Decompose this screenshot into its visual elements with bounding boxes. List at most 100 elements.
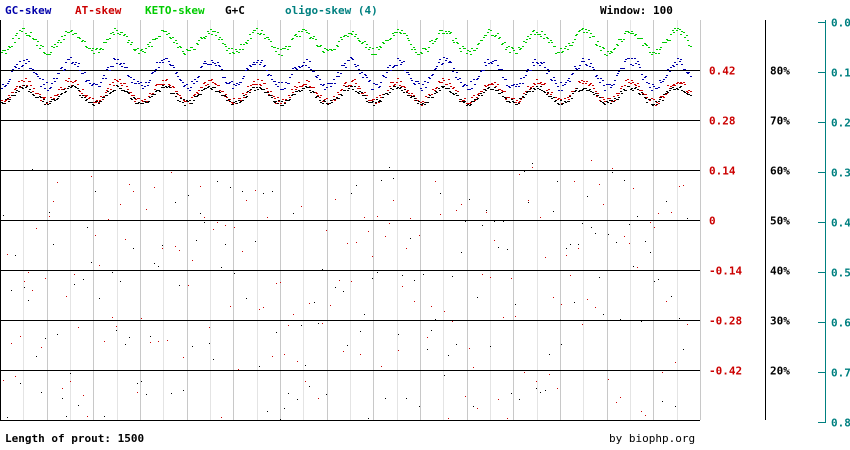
data-point-g-c (68, 86, 70, 87)
data-point-keto-skew (684, 37, 686, 38)
data-point-g-c (121, 90, 123, 91)
data-point-at-skew (569, 95, 571, 96)
data-point-gc-skew (492, 61, 494, 62)
data-point-g-c (457, 95, 459, 96)
data-point-keto-skew (173, 42, 175, 43)
data-point-keto-skew (49, 54, 51, 55)
data-point-at-skew (551, 92, 553, 93)
outlier-point-gc-content (637, 216, 638, 217)
data-point-keto-skew (401, 30, 403, 31)
outlier-point-at-skew (482, 274, 483, 275)
data-point-at-skew (81, 93, 83, 94)
data-point-keto-skew (100, 48, 102, 49)
data-point-g-c (23, 85, 25, 86)
data-point-gc-skew (49, 88, 51, 89)
data-point-at-skew (302, 85, 304, 86)
data-point-gc-skew (256, 62, 258, 63)
data-point-gc-skew (604, 90, 606, 91)
outlier-point-at-skew (385, 236, 386, 237)
data-point-gc-skew (61, 67, 63, 68)
data-point-keto-skew (249, 34, 251, 35)
data-point-gc-skew (112, 66, 114, 67)
outlier-point-gc-content (280, 419, 281, 420)
data-point-g-c (296, 91, 298, 92)
outlier-point-gc-content (213, 359, 214, 360)
data-point-keto-skew (645, 44, 647, 45)
data-point-g-c (123, 90, 125, 91)
outlier-point-at-skew (360, 354, 361, 355)
data-point-gc-skew (140, 82, 142, 83)
data-point-keto-skew (359, 41, 361, 42)
data-point-gc-skew (590, 63, 592, 64)
data-point-at-skew (476, 97, 478, 98)
data-point-g-c (380, 101, 382, 102)
outlier-point-at-skew (679, 186, 680, 187)
data-point-at-skew (631, 80, 633, 81)
outlier-point-gc-content (297, 399, 298, 400)
data-point-gc-skew (411, 80, 413, 81)
data-point-keto-skew (630, 33, 632, 34)
data-point-gc-skew (569, 81, 571, 82)
data-point-g-c (319, 100, 321, 101)
data-point-g-c (58, 96, 60, 97)
data-point-keto-skew (320, 45, 322, 46)
data-point-keto-skew (357, 38, 359, 39)
data-point-gc-skew (99, 86, 101, 87)
data-point-gc-skew (410, 78, 412, 79)
data-point-g-c (32, 94, 34, 95)
outlier-point-at-skew (494, 240, 495, 241)
data-point-g-c (422, 103, 424, 104)
outlier-point-at-skew (570, 275, 571, 276)
data-point-gc-skew (592, 67, 594, 68)
data-point-keto-skew (78, 37, 80, 38)
data-point-gc-skew (252, 64, 254, 65)
data-point-keto-skew (282, 48, 284, 49)
data-point-at-skew (449, 83, 451, 84)
data-point-keto-skew (597, 41, 599, 42)
data-point-at-skew (592, 85, 594, 86)
data-point-g-c (548, 96, 550, 97)
data-point-keto-skew (674, 28, 676, 29)
data-point-keto-skew (322, 51, 324, 52)
outlier-point-gc-content (549, 354, 550, 355)
data-point-keto-skew (424, 48, 426, 49)
data-point-gc-skew (77, 66, 79, 67)
data-point-keto-skew (343, 36, 345, 37)
outlier-point-at-skew (612, 168, 613, 169)
data-point-keto-skew (660, 47, 662, 48)
data-point-gc-skew (58, 73, 60, 74)
data-point-gc-skew (670, 67, 672, 68)
data-point-keto-skew (548, 42, 550, 43)
outlier-point-gc-content (62, 398, 63, 399)
outlier-point-gc-content (532, 163, 533, 164)
data-point-keto-skew (599, 46, 601, 47)
outlier-point-gc-content (578, 244, 579, 245)
data-point-g-c (226, 100, 228, 101)
data-point-at-skew (617, 95, 619, 96)
data-point-at-skew (184, 101, 186, 102)
outlier-point-gc-content (158, 266, 159, 267)
data-point-at-skew (252, 84, 254, 85)
data-point-g-c (658, 101, 660, 102)
outlier-point-gc-content (477, 297, 478, 298)
data-point-at-skew (627, 79, 629, 80)
data-point-g-c (57, 98, 59, 99)
data-point-keto-skew (203, 37, 205, 38)
outlier-point-at-skew (633, 188, 634, 189)
data-point-keto-skew (471, 48, 473, 49)
data-point-keto-skew (291, 39, 293, 40)
data-point-g-c (25, 87, 27, 88)
outlier-point-at-skew (158, 341, 159, 342)
data-point-keto-skew (121, 32, 123, 33)
data-point-g-c (488, 87, 490, 88)
data-point-g-c (193, 100, 195, 101)
data-point-keto-skew (477, 44, 479, 45)
data-point-keto-skew (378, 49, 380, 50)
data-point-keto-skew (593, 36, 595, 37)
data-point-at-skew (340, 90, 342, 91)
data-point-at-skew (109, 84, 111, 85)
outlier-point-at-skew (687, 324, 688, 325)
data-point-g-c (410, 97, 412, 98)
data-point-keto-skew (483, 37, 485, 38)
outlier-point-at-skew (549, 374, 550, 375)
